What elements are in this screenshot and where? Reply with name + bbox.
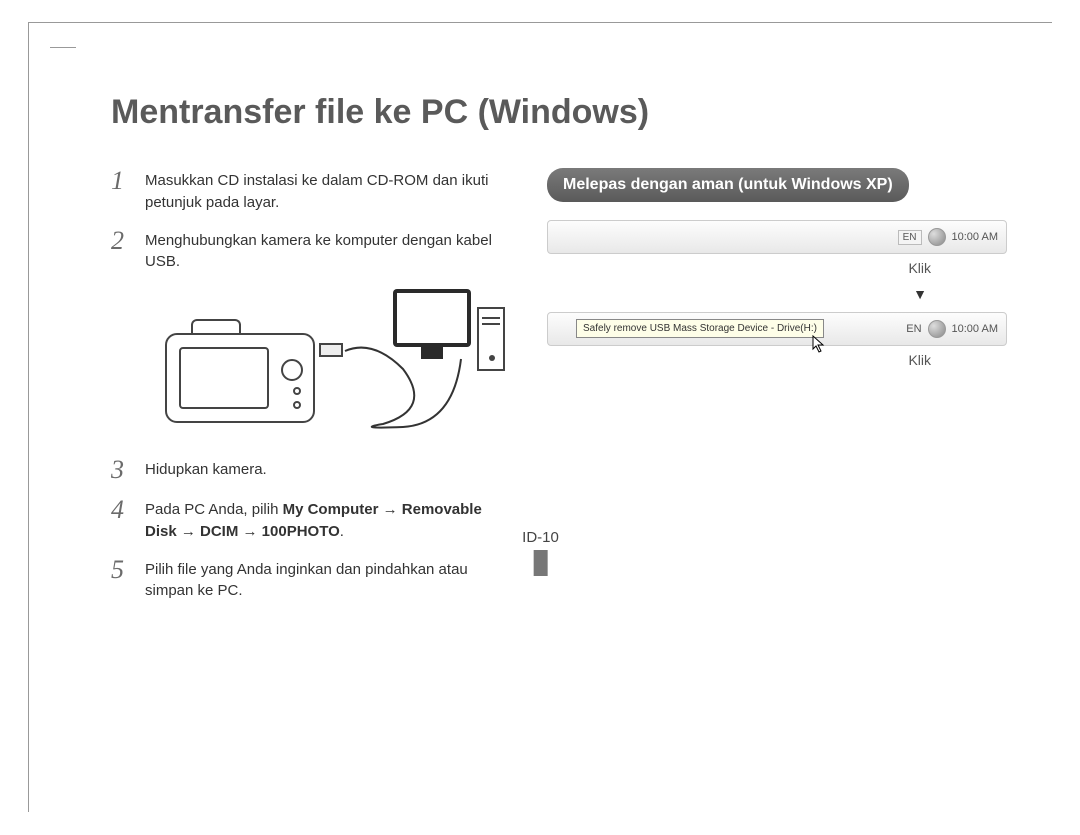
monitor-screen-illustration (397, 293, 467, 343)
camera-top-illustration (191, 319, 241, 333)
step-number: 5 (111, 557, 145, 583)
taskbar-time: 10:00 AM (952, 323, 998, 335)
step-2: 2 Menghubungkan kamera ke komputer denga… (111, 228, 507, 274)
usb-plug-illustration (319, 343, 343, 357)
pc-tower-illustration (477, 307, 505, 371)
page-number-text: ID-10 (522, 529, 559, 546)
taskbar-screenshot-2: Safely remove USB Mass Storage Device - … (547, 312, 1007, 346)
camera-screen-illustration (179, 347, 269, 409)
step-4-prefix: Pada PC Anda, pilih (145, 501, 283, 518)
arrow-down-icon: ▼ (547, 286, 1007, 302)
camera-dial-illustration (281, 359, 303, 381)
step-number: 4 (111, 497, 145, 523)
klik-label-2: Klik (547, 352, 1007, 368)
step-number: 2 (111, 228, 145, 254)
camera-illustration (165, 333, 315, 423)
step-text: Menghubungkan kamera ke komputer dengan … (145, 228, 507, 274)
page-content: Mentransfer file ke PC (Windows) 1 Masuk… (29, 23, 1052, 616)
page-number-bar (534, 550, 548, 576)
right-column: Melepas dengan aman (untuk Windows XP) E… (547, 168, 1007, 616)
page-number: ID-10 (522, 529, 559, 576)
step-text: Pada PC Anda, pilih My Computer → Remova… (145, 497, 507, 543)
safely-remove-header: Melepas dengan aman (untuk Windows XP) (547, 168, 909, 202)
step-text: Masukkan CD instalasi ke dalam CD-ROM da… (145, 168, 507, 214)
step-1: 1 Masukkan CD instalasi ke dalam CD-ROM … (111, 168, 507, 214)
step-5: 5 Pilih file yang Anda inginkan dan pind… (111, 557, 507, 603)
monitor-illustration (393, 289, 471, 347)
klik-label-1: Klik (547, 260, 1007, 276)
tower-line (482, 323, 500, 325)
step-text: Pilih file yang Anda inginkan dan pindah… (145, 557, 507, 603)
left-column: 1 Masukkan CD instalasi ke dalam CD-ROM … (111, 168, 507, 616)
step-number: 3 (111, 457, 145, 483)
tower-button (489, 355, 495, 361)
step-text: Hidupkan kamera. (145, 457, 267, 481)
safely-remove-icon (928, 320, 946, 338)
tower-line (482, 317, 500, 319)
safely-remove-tooltip: Safely remove USB Mass Storage Device - … (576, 319, 824, 338)
step-number: 1 (111, 168, 145, 194)
cursor-icon (812, 335, 826, 353)
step-3: 3 Hidupkan kamera. (111, 457, 507, 483)
page-title: Mentransfer file ke PC (Windows) (111, 93, 980, 132)
safely-remove-icon (928, 228, 946, 246)
camera-button-illustration (293, 401, 301, 409)
step-4: 4 Pada PC Anda, pilih My Computer → Remo… (111, 497, 507, 543)
page-frame: Mentransfer file ke PC (Windows) 1 Masuk… (28, 22, 1052, 812)
language-indicator: EN (898, 230, 922, 245)
taskbar-screenshot-1: EN 10:00 AM (547, 220, 1007, 254)
language-indicator: EN (906, 323, 921, 335)
taskbar-time: 10:00 AM (952, 231, 998, 243)
step-4-suffix: . (340, 523, 344, 540)
camera-button-illustration (293, 387, 301, 395)
camera-pc-diagram (147, 289, 507, 429)
